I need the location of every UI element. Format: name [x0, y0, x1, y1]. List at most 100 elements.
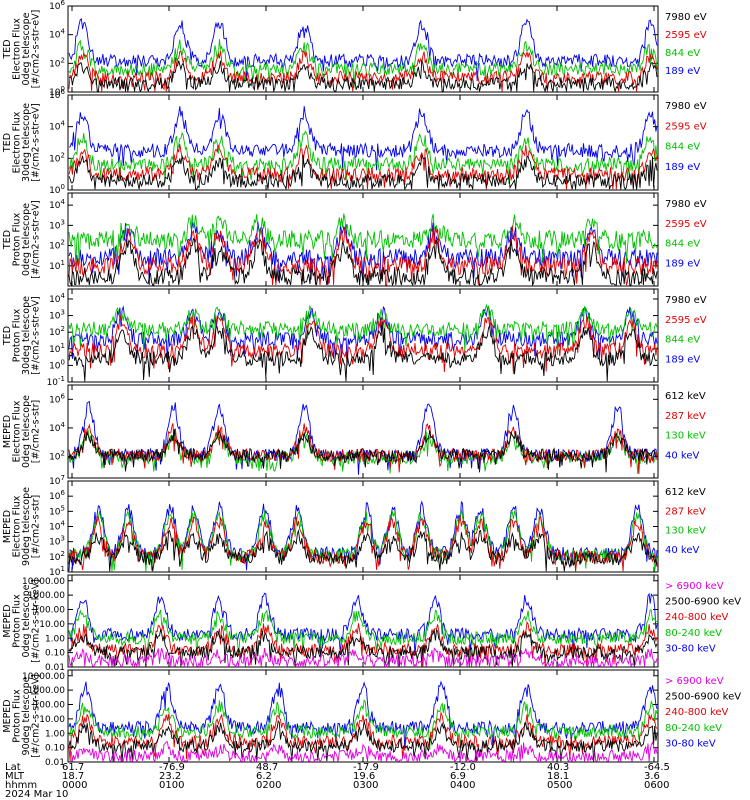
y-axis-label-line: [#/cm2-s-str-eV] [31, 296, 42, 375]
legend-entry: 2500-6900 keV [665, 597, 741, 608]
legend-entry: 287 keV [665, 411, 706, 422]
series-trace [68, 39, 658, 88]
x-axis-hhmm-value: 0000 [62, 780, 87, 791]
series-trace [68, 699, 658, 750]
y-axis-label-line: MEPED [2, 604, 13, 637]
legend-entry: 844 eV [665, 239, 700, 250]
series-trace [68, 429, 658, 473]
legend-entry: 30-80 keV [665, 738, 716, 749]
x-axis-lat-value: -12.0 [450, 762, 476, 773]
series-trace [68, 213, 658, 266]
y-tick-label: 1.00 [45, 729, 65, 739]
y-tick-label: 107 [49, 474, 65, 487]
y-axis-label-line: Proton Flux [12, 689, 23, 743]
y-tick-label: 100.00 [34, 606, 66, 616]
x-axis-mlt-value: 3.6 [644, 771, 660, 782]
x-axis-lat-value: 40.3 [547, 762, 569, 773]
legend-entry: 844 eV [665, 335, 700, 346]
y-tick-label: 100 [49, 183, 65, 196]
y-tick-label: 0.10 [45, 649, 65, 659]
y-tick-label: 1.00 [45, 634, 65, 644]
y-axis-label-line: 90deg telescope [21, 487, 32, 566]
legend-entry: 2595 eV [665, 315, 707, 326]
y-tick-label: 102 [49, 239, 65, 252]
legend-entry: 189 eV [665, 66, 700, 77]
legend-entry: 80-240 keV [665, 628, 722, 639]
series-trace [68, 719, 658, 762]
y-axis-label-line: 30deg telescope [21, 103, 32, 182]
legend-entry: 189 eV [665, 162, 700, 173]
legend-entry: 130 keV [665, 431, 706, 442]
series-trace [68, 143, 658, 190]
legend-entry: 612 keV [665, 391, 706, 402]
y-tick-label: 103 [49, 218, 65, 231]
legend-entry: 287 keV [665, 506, 706, 517]
legend-entry: 7980 eV [665, 12, 707, 23]
legend-entry: > 6900 keV [665, 676, 724, 687]
y-axis-label-line: [#/cm2-s-str-eV] [31, 200, 42, 279]
series-trace [68, 106, 658, 171]
y-axis-label-line: MEPED [2, 415, 13, 448]
y-axis-label-line: TED [2, 326, 13, 346]
series-trace [68, 60, 658, 94]
x-axis-row-label: 2024 Mar 10 [5, 789, 68, 800]
y-tick-label: 106 [49, 489, 65, 502]
y-tick-label: 1000.00 [28, 591, 65, 601]
y-axis-label-line: Electron Flux [12, 400, 23, 462]
legend-entry: 844 eV [665, 142, 700, 153]
legend-entry: 240-800 keV [665, 707, 729, 718]
x-axis-lat-value: -17.9 [353, 762, 379, 773]
y-axis-label-line: [#/cm2-s-str-eV] [31, 103, 42, 182]
x-axis-lat-value: -76.9 [159, 762, 185, 773]
y-tick-label: 103 [49, 309, 65, 322]
y-tick-label: 104 [49, 292, 65, 305]
y-axis-label-line: [#/cm2-s-str-keV] [31, 674, 42, 758]
y-tick-label: 104 [49, 28, 65, 41]
x-axis-mlt-value: 18.7 [62, 771, 84, 782]
y-tick-label: 104 [49, 421, 65, 434]
y-tick-label: 101 [49, 565, 65, 578]
legend-entry: 2500-6900 keV [665, 692, 741, 703]
series-trace [68, 620, 658, 667]
legend-entry: 7980 eV [665, 199, 707, 210]
legend-entry: 612 keV [665, 487, 706, 498]
x-axis-mlt-value: 23.2 [159, 771, 181, 782]
y-axis-label-line: 30deg telescope [21, 296, 32, 375]
x-axis-lat-value: 48.7 [256, 762, 278, 773]
legend-entry: 30-80 keV [665, 643, 716, 654]
y-tick-label: 10-1 [47, 375, 65, 388]
y-tick-label: 0.01 [45, 758, 65, 768]
y-axis-label-line: Proton Flux [12, 308, 23, 362]
y-tick-label: 0.01 [45, 663, 65, 673]
y-axis-label-line: 0deg telescope [21, 203, 32, 276]
y-axis-label-line: [#/cm2-s-str] [31, 495, 42, 558]
x-axis-hhmm-value: 0200 [256, 780, 281, 791]
y-axis-label-line: [#/cm2-s-str] [31, 400, 42, 463]
y-axis-label-line: 0deg telescope [21, 12, 32, 85]
legend-entry: 40 keV [665, 450, 699, 461]
series-trace [68, 647, 658, 669]
y-tick-label: 10000.00 [22, 672, 65, 682]
y-tick-label: 102 [49, 56, 65, 69]
x-axis-mlt-value: 6.2 [256, 771, 272, 782]
y-axis-label-line: 0deg telescope [21, 395, 32, 468]
series-trace [68, 303, 658, 355]
y-axis-label-line: TED [2, 39, 13, 59]
y-tick-label: 106 [49, 88, 65, 101]
y-tick-label: 104 [49, 520, 65, 533]
x-axis-hhmm-value: 0100 [159, 780, 184, 791]
y-tick-label: 102 [49, 450, 65, 463]
series-trace [68, 153, 658, 191]
y-tick-label: 10.00 [39, 715, 65, 725]
x-axis-row-label: MLT [5, 771, 25, 782]
series-trace [68, 680, 658, 748]
legend-entry: 40 keV [665, 545, 699, 556]
y-axis-label-line: 90deg telescope [21, 676, 32, 755]
y-axis-label-line: Electron Flux [12, 495, 23, 557]
series-trace [68, 629, 658, 667]
y-tick-label: 101 [49, 259, 65, 272]
